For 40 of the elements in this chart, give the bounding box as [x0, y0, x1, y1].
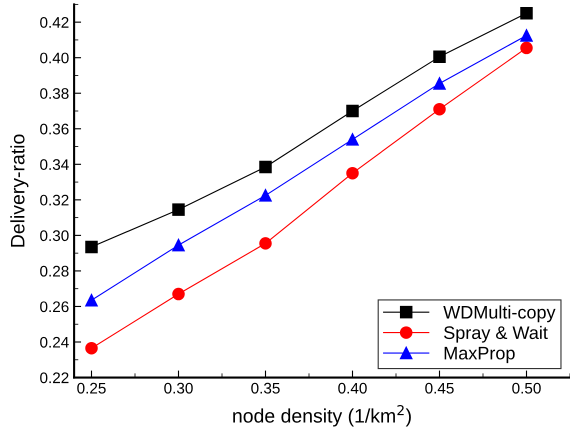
- y-tick-label: 0.40: [40, 52, 69, 64]
- y-tick-label: 0.36: [40, 124, 69, 134]
- legend-label: WDMulti-copy: [443, 305, 556, 322]
- legend-label: Spray & Wait: [444, 326, 548, 343]
- y-tick-label: 0.32: [40, 194, 68, 206]
- point: [346, 133, 359, 146]
- y-axis-title: Delivery-ratio: [10, 134, 28, 247]
- y-tick-label: 0.34: [40, 159, 69, 170]
- y-tick-label: 0.26: [40, 301, 69, 312]
- y-tick-label: 0.22: [40, 372, 68, 384]
- point: [85, 342, 98, 354]
- point: [520, 7, 533, 20]
- point: [433, 50, 446, 64]
- y-tick-label: 0.24: [40, 336, 69, 348]
- x-tick-label: 0.40: [338, 382, 367, 394]
- x-tick-label: 0.35: [251, 382, 280, 394]
- point: [520, 29, 533, 42]
- point: [346, 104, 359, 118]
- point: [172, 203, 185, 216]
- y-tick-label: 0.38: [40, 88, 69, 99]
- y-tick-label: 0.42: [40, 17, 68, 28]
- y-tick-label: 0.30: [40, 230, 69, 242]
- point: [172, 288, 185, 300]
- point: [433, 77, 446, 90]
- x-tick-label: 0.50: [512, 382, 541, 394]
- point: [259, 237, 272, 250]
- point: [346, 166, 359, 180]
- point: [85, 240, 98, 254]
- point: [259, 189, 272, 202]
- x-tick-label: 0.25: [77, 382, 106, 394]
- y-tick-label: 0.28: [40, 266, 69, 277]
- point: [172, 238, 185, 252]
- point: [520, 42, 533, 54]
- x-tick-label: 0.30: [164, 382, 193, 394]
- point: [433, 102, 446, 116]
- x-tick-label: 0.45: [425, 382, 454, 394]
- legend-label: MaxProp: [444, 346, 515, 364]
- point: [259, 160, 272, 174]
- x-axis-title: node density (1/km$^{2}$): [233, 404, 411, 427]
- point: [85, 294, 98, 306]
